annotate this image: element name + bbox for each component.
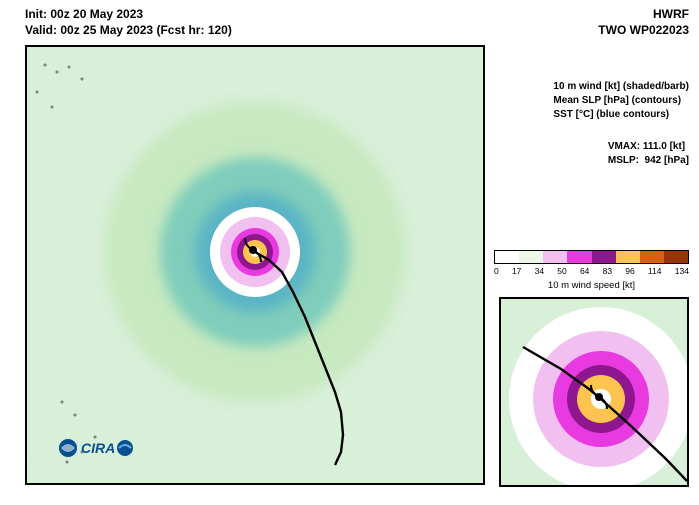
logo-text: CIRA: [81, 440, 115, 456]
init-line: Init: 00z 20 May 2023: [25, 6, 232, 22]
init-label: Init:: [25, 7, 47, 21]
legend-line-1: 10 m wind [kt] (shaded/barb): [553, 80, 689, 94]
colorbar-tick: 134: [675, 266, 689, 276]
fcst-hr: 120: [208, 23, 228, 37]
colorbar-tick: 83: [603, 266, 612, 276]
inset-map-svg: [501, 299, 687, 485]
storm-id: TWO: [598, 23, 626, 37]
mslp-label: MSLP:: [608, 155, 639, 166]
colorbar-tick: 50: [557, 266, 566, 276]
colorbar-tick: 96: [625, 266, 634, 276]
stats-block: VMAX: 111.0 [kt] MSLP: 942 [hPa]: [608, 140, 689, 168]
colorbar-swatch: [495, 251, 519, 263]
colorbar-tick: 0: [494, 266, 499, 276]
header-right: HWRF TWO WP022023: [598, 6, 689, 38]
model-name: HWRF: [598, 6, 689, 22]
init-time: 00z 20 May 2023: [50, 7, 143, 21]
valid-time: 00z 25 May 2023: [60, 23, 153, 37]
main-map-svg: [27, 47, 483, 483]
storm-code: WP022023: [630, 23, 689, 37]
colorbar-swatches: [494, 250, 689, 264]
colorbar-tick: 17: [512, 266, 521, 276]
logo-svg: CIRA: [57, 437, 137, 459]
colorbar-title: 10 m wind speed [kt]: [494, 280, 689, 291]
colorbar-tick: 64: [580, 266, 589, 276]
colorbar-swatch: [543, 251, 567, 263]
colorbar-swatch: [664, 251, 688, 263]
forecast-figure: Init: 00z 20 May 2023 Valid: 00z 25 May …: [0, 0, 699, 505]
header-left: Init: 00z 20 May 2023 Valid: 00z 25 May …: [25, 6, 232, 38]
legend-line-2: Mean SLP [hPa] (contours): [553, 94, 689, 108]
colorbar-swatch: [616, 251, 640, 263]
colorbar-swatch: [592, 251, 616, 263]
mslp-line: MSLP: 942 [hPa]: [608, 154, 689, 168]
legend-line-3: SST [°C] (blue contours): [553, 108, 689, 122]
storm-id-line: TWO WP022023: [598, 22, 689, 38]
valid-label: Valid:: [25, 23, 57, 37]
main-map: CIRA: [25, 45, 485, 485]
valid-line: Valid: 00z 25 May 2023 (Fcst hr: 120): [25, 22, 232, 38]
colorbar-swatch: [567, 251, 591, 263]
colorbar: 0 17 34 50 64 83 96 114 134 10 m wind speed [kt]: [494, 250, 689, 291]
colorbar-tick: 34: [535, 266, 544, 276]
cira-logo: CIRA: [57, 437, 137, 459]
mslp-unit: [hPa]: [664, 155, 689, 166]
vmax-value: 111.0: [643, 141, 667, 152]
fcst-label: Fcst hr:: [160, 23, 204, 37]
colorbar-ticks: 0 17 34 50 64 83 96 114 134: [494, 266, 689, 276]
vmax-line: VMAX: 111.0 [kt]: [608, 140, 689, 154]
colorbar-swatch: [519, 251, 543, 263]
vmax-unit: [kt]: [670, 141, 686, 152]
vmax-label: VMAX:: [608, 141, 640, 152]
legend-block: 10 m wind [kt] (shaded/barb) Mean SLP [h…: [553, 80, 689, 122]
colorbar-swatch: [640, 251, 664, 263]
colorbar-tick: 114: [648, 266, 662, 276]
mslp-value: 942: [645, 155, 662, 166]
inset-map: [499, 297, 689, 487]
